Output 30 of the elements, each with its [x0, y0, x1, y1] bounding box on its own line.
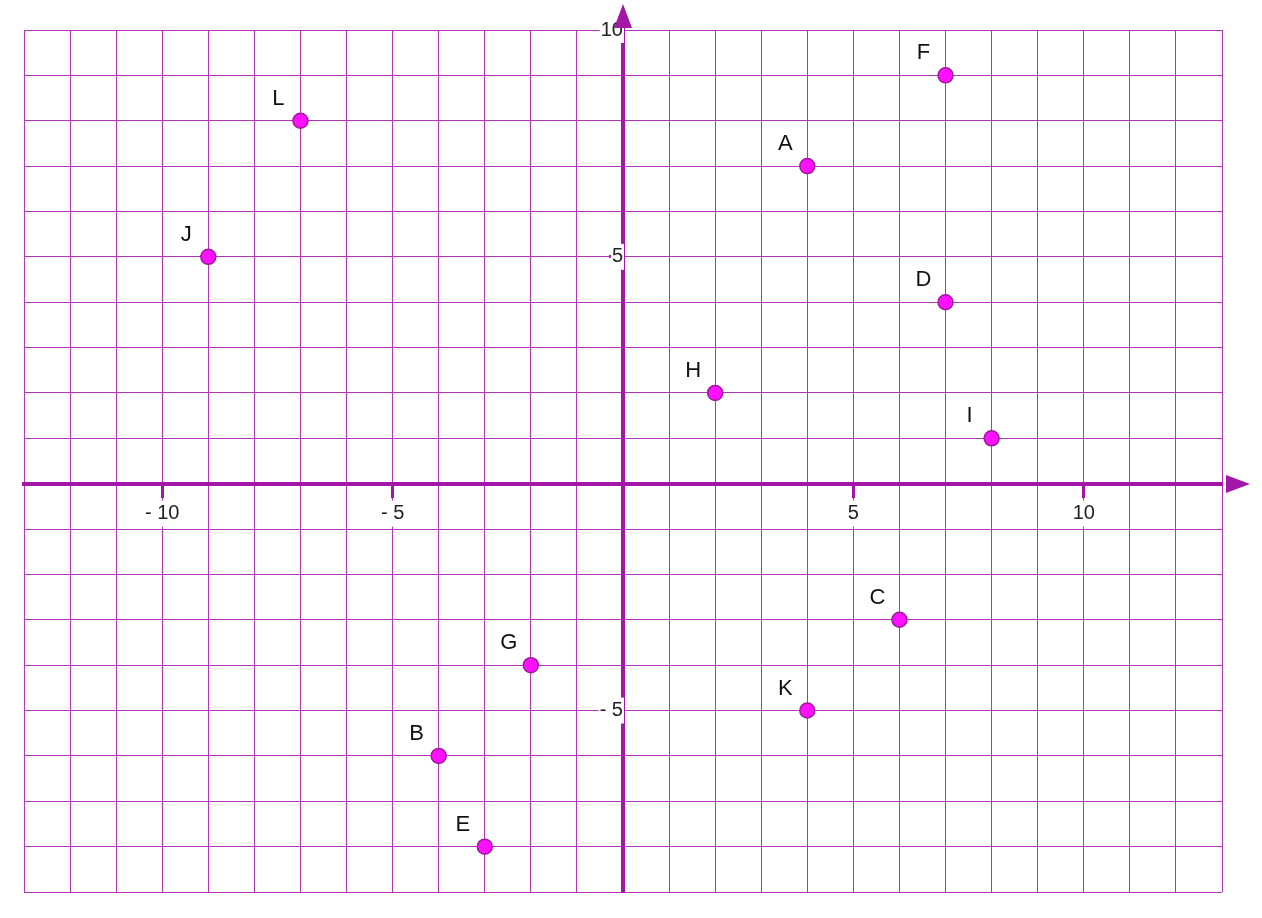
x-tick-label: - 10 — [145, 501, 180, 524]
point — [292, 112, 309, 129]
data-label: L — [272, 84, 285, 110]
x-tick-label: - 5 — [380, 501, 405, 524]
point — [937, 67, 954, 84]
point — [937, 293, 954, 311]
point — [706, 384, 724, 402]
data-label: A — [777, 130, 793, 156]
point — [476, 838, 494, 855]
data-label: C — [869, 583, 886, 609]
data-label: K — [777, 674, 793, 700]
data-label: E — [455, 810, 471, 836]
point — [522, 656, 540, 674]
point — [891, 611, 908, 629]
data-label: D — [915, 266, 932, 292]
data-label: I — [966, 402, 973, 428]
data-label: G — [500, 629, 518, 655]
data-label: B — [409, 719, 425, 745]
point — [799, 157, 816, 175]
data-label: F — [916, 39, 931, 65]
x-tick-label: 5 — [847, 501, 859, 524]
point — [983, 430, 1000, 447]
data-label: H — [685, 357, 702, 383]
data-label: J — [180, 220, 192, 246]
x-tick-label: 10 — [1072, 501, 1095, 524]
y-tick-label: 5 — [611, 244, 623, 267]
point — [799, 702, 816, 719]
point — [430, 747, 447, 765]
point — [200, 248, 217, 266]
y-tick-label: - 5 — [599, 698, 623, 721]
